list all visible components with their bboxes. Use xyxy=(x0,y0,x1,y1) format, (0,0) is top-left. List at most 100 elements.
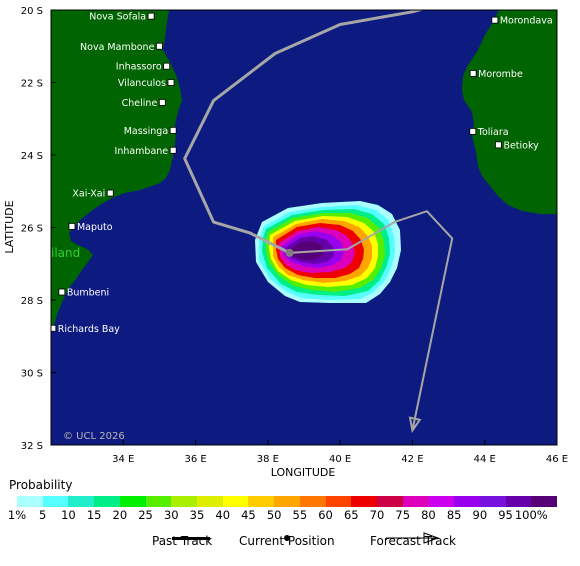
legend-color-swatch xyxy=(68,496,95,507)
legend-color-swatch xyxy=(325,496,352,507)
x-tick-label: 36 E xyxy=(184,454,206,465)
legend-color-swatch xyxy=(248,496,275,507)
current-position-key-label: Current Position xyxy=(239,534,335,548)
legend-tick-label: 1% xyxy=(7,508,27,522)
legend-color-swatch xyxy=(119,496,146,507)
city-label: Xai-Xai xyxy=(72,189,105,200)
past-track-key-label: Past Track xyxy=(152,534,213,548)
city-label: Betioky xyxy=(503,140,539,151)
legend-color-swatch xyxy=(351,496,378,507)
forecast-track-line xyxy=(289,210,454,431)
city-label: Morondava xyxy=(500,16,553,27)
legend-tick-label: 40 xyxy=(215,508,231,522)
legend-tick-label: 95 xyxy=(498,508,513,522)
legend-tick-label: 65 xyxy=(343,508,359,522)
forecast-track-key-label: Forecast Track xyxy=(370,534,456,548)
forecast-track-key-arrow xyxy=(386,532,440,544)
legend-tick-label: 25 xyxy=(138,508,153,522)
legend-color-swatch xyxy=(505,496,532,507)
y-tick-label: 20 S xyxy=(21,6,43,17)
y-tick-label: 28 S xyxy=(21,296,43,307)
axis-ticks: 34 E 36 E 38 E 40 E 42 E 44 E 46 E 20 S 22 S 24 S… xyxy=(21,6,568,465)
africa-landmass xyxy=(51,10,182,332)
y-tick-label: 32 S xyxy=(21,441,43,452)
y-tick-label: 30 S xyxy=(21,369,43,380)
city-marker-icon xyxy=(58,288,66,296)
city-marker-icon xyxy=(51,324,57,332)
city-label: Nova Mambone xyxy=(80,42,155,53)
y-tick-label: 26 S xyxy=(21,224,43,235)
legend-color-swatch xyxy=(299,496,326,507)
legend-title: Probability xyxy=(9,478,73,492)
city-marker-icon xyxy=(156,42,163,50)
city-marker-icon xyxy=(491,16,499,24)
legend-tick-label: 5 xyxy=(39,508,47,522)
legend-color-swatch xyxy=(222,496,249,507)
city-marker-icon xyxy=(163,62,171,70)
city-marker-icon xyxy=(469,70,477,77)
legend-color-swatch xyxy=(17,496,43,507)
city-marker-icon xyxy=(495,141,502,149)
x-tick-label: 42 E xyxy=(401,454,423,465)
probability-color-bar xyxy=(17,496,558,507)
legend-tick-label: 10 xyxy=(61,508,76,522)
legend-color-swatch xyxy=(377,496,403,507)
city-marker-icon xyxy=(68,223,76,230)
legend-tick-label: 45 xyxy=(241,508,256,522)
legend-color-swatch xyxy=(402,496,429,507)
legend-tick-label: 15 xyxy=(86,508,102,522)
legend-tick-label: 80 xyxy=(421,508,436,522)
legend-tick-label: 60 xyxy=(318,508,333,522)
city-marker-icon xyxy=(106,189,114,197)
city-label: Vilanculos xyxy=(118,78,166,89)
legend-tick-label: 35 xyxy=(189,508,205,522)
city-marker-icon xyxy=(167,79,175,86)
legend-tick-label: 90 xyxy=(472,508,488,522)
city-marker-icon xyxy=(169,146,177,154)
x-tick-label: 34 E xyxy=(112,454,134,465)
city-label: Morombe xyxy=(478,69,523,80)
legend-color-swatch xyxy=(428,496,455,507)
legend-tick-label: 55 xyxy=(292,508,308,522)
current-position-key-dot xyxy=(284,535,290,541)
city-marker-icon xyxy=(158,99,166,106)
y-tick-label: 22 S xyxy=(21,79,43,90)
region-partial-label: iland xyxy=(51,246,80,260)
probability-swath xyxy=(255,201,401,303)
city-markers: Nova Sofala Nova Mambone Inhassoro Vilancul… xyxy=(51,12,553,335)
city-label: Massinga xyxy=(124,126,168,137)
legend-tick-label: 75 xyxy=(395,508,411,522)
past-track-line xyxy=(183,10,425,255)
legend-color-swatch xyxy=(479,496,506,507)
legend-color-swatch xyxy=(531,496,558,507)
legend-color-swatch xyxy=(197,496,223,507)
city-marker-icon xyxy=(469,128,477,135)
legend-tick-label: 85 xyxy=(446,508,462,522)
x-tick-label: 44 E xyxy=(474,454,496,465)
copyright-notice: © UCL 2026 xyxy=(63,431,125,442)
x-tick-label: 46 E xyxy=(546,454,568,465)
legend-tick-label: 70 xyxy=(369,508,385,522)
y-axis-title: LATITUDE xyxy=(3,200,16,253)
legend-color-swatch xyxy=(94,496,120,507)
probability-legend: Probability 1% 5 10 15 20 25 30 35 40 45 50 55 60 65 7… xyxy=(0,476,580,566)
current-position-marker xyxy=(285,248,294,257)
legend-color-swatch xyxy=(145,496,172,507)
legend-tick-label: 20 xyxy=(112,508,128,522)
city-label: Nova Sofala xyxy=(89,12,146,23)
x-axis-title: LONGITUDE xyxy=(271,466,336,476)
past-track-key-line xyxy=(172,537,210,540)
legend-tick-label: 50 xyxy=(266,508,282,522)
storm-track-map: Nova Sofala Nova Mambone Inhassoro Vilancul… xyxy=(3,6,568,476)
city-label: Bumbeni xyxy=(67,288,109,299)
city-label: Inhassoro xyxy=(116,62,162,73)
x-tick-label: 40 E xyxy=(329,454,351,465)
legend-color-swatch xyxy=(454,496,480,507)
y-tick-label: 24 S xyxy=(21,151,43,162)
legend-color-swatch xyxy=(274,496,300,507)
city-marker-icon xyxy=(147,12,155,20)
madagascar-landmass xyxy=(462,10,557,215)
x-tick-label: 38 E xyxy=(257,454,279,465)
city-label: Richards Bay xyxy=(58,324,120,335)
city-marker-icon xyxy=(169,126,177,134)
